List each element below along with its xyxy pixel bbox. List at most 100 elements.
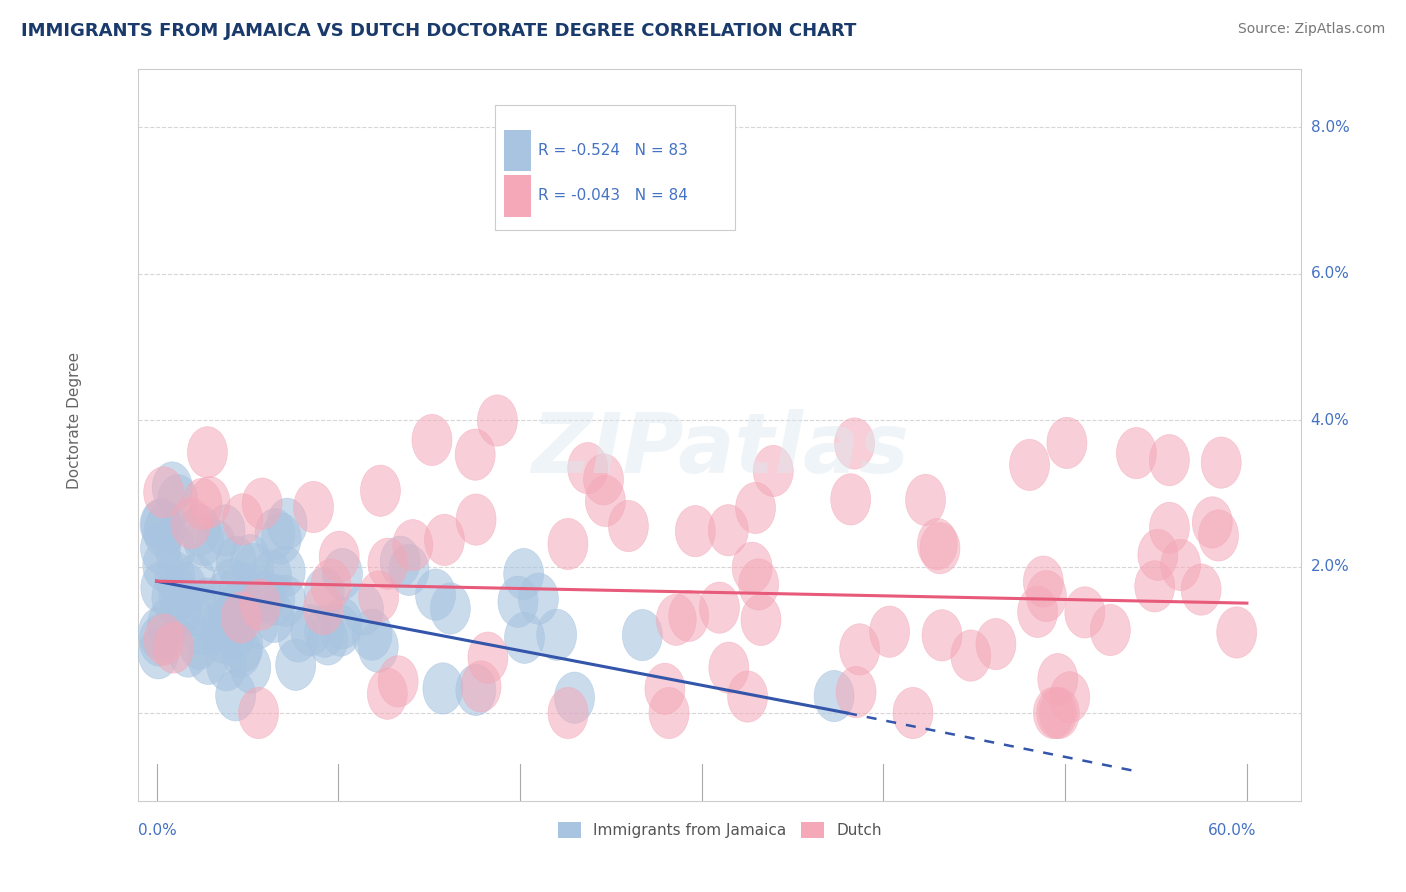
Ellipse shape	[221, 626, 262, 677]
Ellipse shape	[240, 579, 280, 631]
Text: 4.0%: 4.0%	[1310, 413, 1350, 427]
Text: 6.0%: 6.0%	[1310, 266, 1350, 281]
Ellipse shape	[202, 612, 243, 664]
Ellipse shape	[645, 663, 685, 714]
Ellipse shape	[893, 688, 934, 739]
Ellipse shape	[201, 601, 242, 653]
Ellipse shape	[352, 609, 392, 660]
Ellipse shape	[141, 499, 180, 550]
Ellipse shape	[1018, 586, 1057, 638]
Ellipse shape	[152, 462, 193, 513]
Ellipse shape	[207, 640, 246, 691]
Ellipse shape	[294, 482, 333, 533]
Ellipse shape	[1050, 672, 1090, 723]
Ellipse shape	[839, 624, 880, 675]
Ellipse shape	[205, 571, 246, 622]
Ellipse shape	[276, 640, 316, 690]
Ellipse shape	[176, 554, 215, 606]
Ellipse shape	[146, 501, 186, 553]
Ellipse shape	[505, 612, 544, 664]
Ellipse shape	[304, 567, 344, 619]
Ellipse shape	[138, 607, 179, 659]
Ellipse shape	[1150, 502, 1189, 554]
Ellipse shape	[262, 513, 301, 564]
Ellipse shape	[585, 475, 626, 526]
Ellipse shape	[1024, 556, 1063, 607]
Ellipse shape	[322, 549, 363, 599]
Ellipse shape	[254, 508, 295, 559]
Ellipse shape	[1026, 570, 1066, 622]
Text: ZIPatlas: ZIPatlas	[531, 409, 908, 490]
Ellipse shape	[917, 518, 957, 570]
Ellipse shape	[205, 505, 245, 556]
Ellipse shape	[233, 543, 274, 594]
Ellipse shape	[1039, 688, 1080, 739]
Ellipse shape	[359, 621, 398, 673]
Ellipse shape	[456, 665, 496, 715]
Ellipse shape	[709, 505, 748, 556]
Ellipse shape	[360, 465, 401, 516]
Ellipse shape	[554, 672, 595, 723]
Ellipse shape	[224, 621, 263, 673]
Ellipse shape	[1091, 605, 1130, 656]
Ellipse shape	[950, 630, 991, 681]
Text: 8.0%: 8.0%	[1310, 120, 1350, 135]
Ellipse shape	[217, 536, 256, 587]
Ellipse shape	[148, 599, 187, 649]
Ellipse shape	[367, 668, 408, 719]
Ellipse shape	[254, 574, 295, 625]
FancyBboxPatch shape	[505, 176, 531, 217]
Ellipse shape	[675, 506, 716, 557]
Ellipse shape	[278, 611, 318, 662]
Ellipse shape	[254, 591, 294, 642]
Ellipse shape	[218, 582, 257, 633]
Ellipse shape	[184, 515, 224, 566]
Ellipse shape	[152, 573, 191, 624]
Ellipse shape	[699, 582, 740, 633]
Ellipse shape	[166, 563, 207, 614]
Ellipse shape	[1181, 564, 1220, 615]
Ellipse shape	[188, 633, 228, 684]
Ellipse shape	[181, 604, 222, 655]
Ellipse shape	[239, 688, 278, 739]
Ellipse shape	[343, 584, 384, 635]
Ellipse shape	[179, 618, 219, 670]
Ellipse shape	[143, 467, 184, 518]
Ellipse shape	[321, 605, 360, 657]
Ellipse shape	[181, 478, 222, 530]
Ellipse shape	[609, 500, 648, 551]
Ellipse shape	[456, 429, 495, 480]
Ellipse shape	[905, 475, 946, 525]
Ellipse shape	[738, 558, 779, 610]
Ellipse shape	[478, 395, 517, 446]
Ellipse shape	[869, 606, 910, 657]
Ellipse shape	[266, 546, 305, 598]
Ellipse shape	[322, 598, 363, 649]
Ellipse shape	[461, 661, 501, 712]
Ellipse shape	[1047, 417, 1087, 468]
Ellipse shape	[187, 578, 226, 629]
Ellipse shape	[231, 642, 271, 693]
Ellipse shape	[1010, 439, 1049, 491]
Ellipse shape	[735, 483, 776, 533]
Text: 60.0%: 60.0%	[1208, 822, 1256, 838]
Ellipse shape	[215, 606, 256, 657]
Ellipse shape	[155, 523, 195, 574]
Ellipse shape	[519, 573, 558, 624]
Ellipse shape	[212, 592, 253, 643]
Ellipse shape	[143, 540, 183, 591]
Ellipse shape	[1201, 437, 1241, 488]
Ellipse shape	[308, 614, 347, 665]
Ellipse shape	[215, 670, 256, 721]
Ellipse shape	[1198, 510, 1239, 561]
Ellipse shape	[252, 550, 291, 601]
Ellipse shape	[389, 544, 429, 596]
Ellipse shape	[456, 494, 496, 545]
Ellipse shape	[304, 583, 343, 635]
Ellipse shape	[187, 426, 228, 478]
Ellipse shape	[976, 618, 1017, 670]
FancyBboxPatch shape	[495, 105, 735, 229]
Text: Doctorate Degree: Doctorate Degree	[67, 351, 82, 489]
Ellipse shape	[359, 571, 399, 623]
Ellipse shape	[319, 531, 359, 582]
